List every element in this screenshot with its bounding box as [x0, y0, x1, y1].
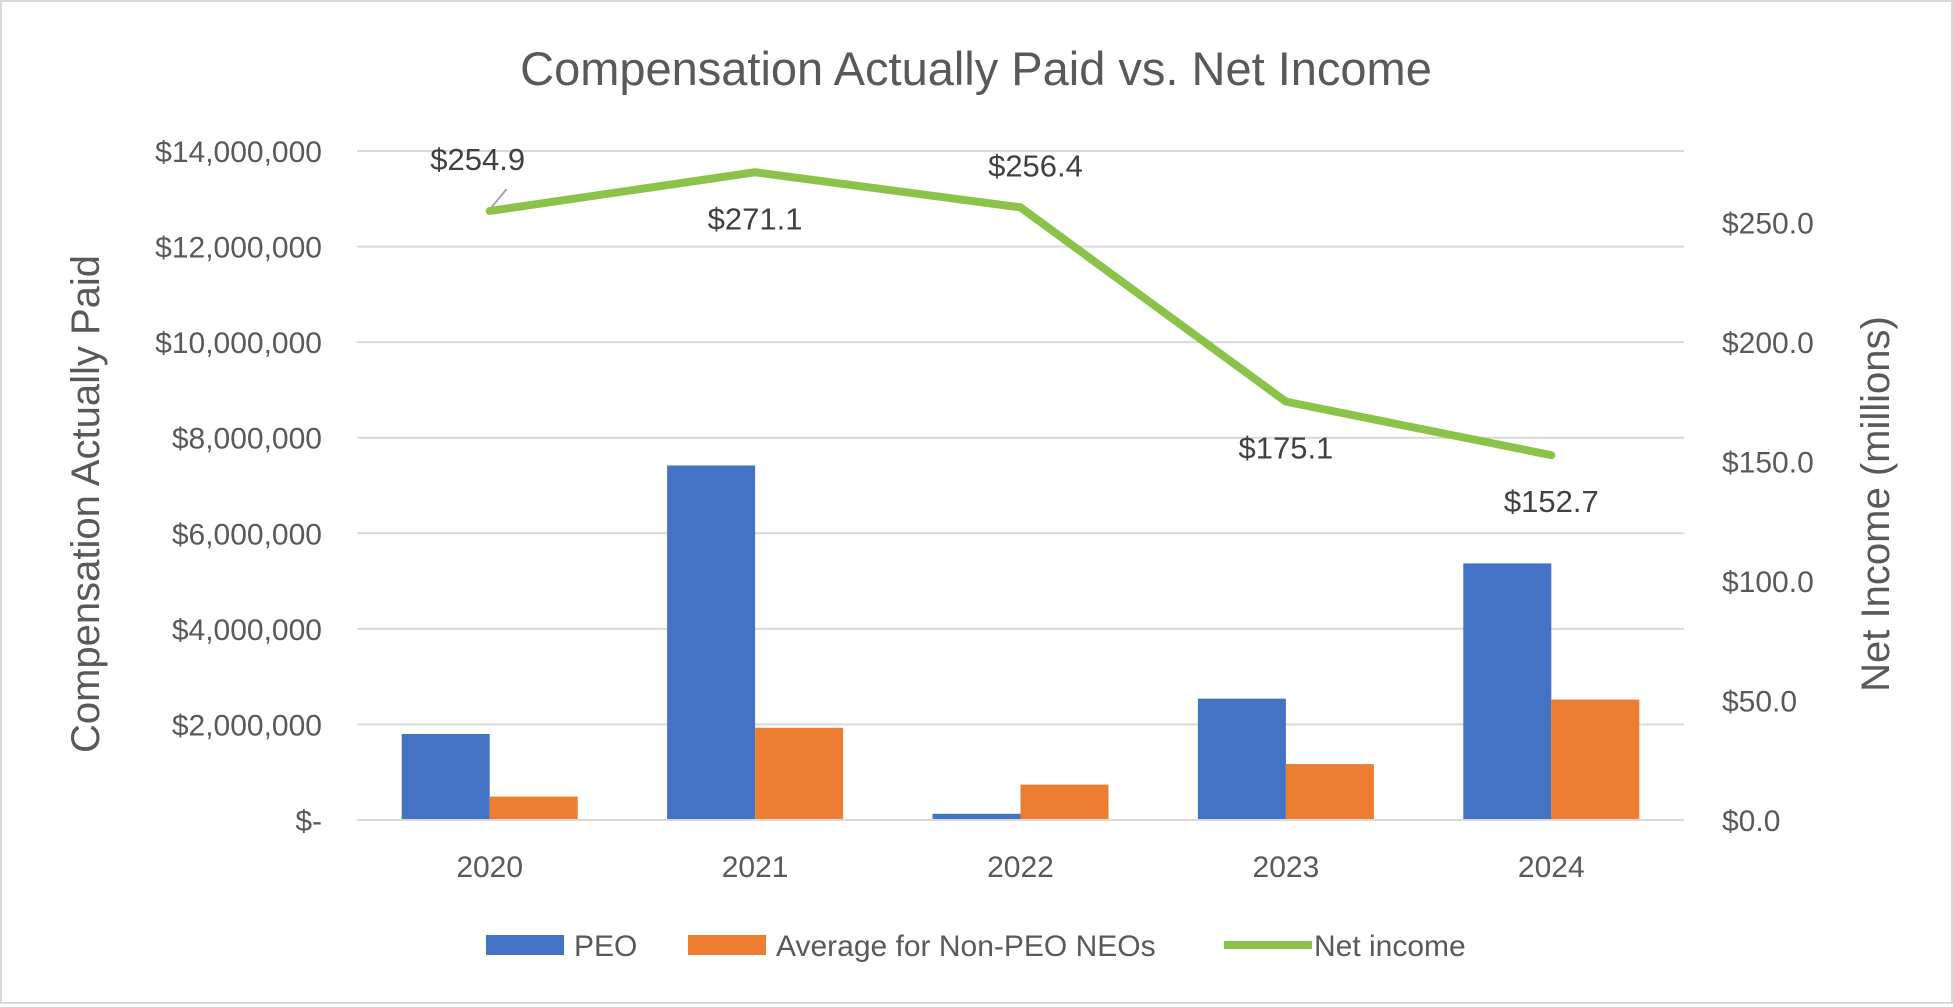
left-tick-label: $10,000,000: [155, 327, 322, 360]
category-labels: 2020 2021 2022 2023 2024: [456, 851, 1584, 884]
right-axis-title: Net Income (millions): [1854, 316, 1898, 692]
net-income-data-label: $152.7: [1504, 484, 1599, 519]
left-axis-ticks: $- $2,000,000 $4,000,000 $6,000,000 $8,000,0…: [155, 136, 322, 838]
right-tick-label: $100.0: [1722, 566, 1814, 599]
legend-item-non-peo-neos: Average for Non-PEO NEOs: [688, 930, 1156, 963]
legend-item-net-income: Net income: [1224, 930, 1466, 963]
right-tick-label: $150.0: [1722, 447, 1814, 480]
category-label: 2021: [722, 851, 789, 884]
bar-peo: [667, 465, 756, 820]
legend-label: Net income: [1314, 930, 1466, 963]
right-tick-label: $250.0: [1722, 208, 1814, 241]
bar-non-peo-neo: [1551, 699, 1640, 820]
right-tick-label: $0.0: [1722, 805, 1780, 838]
right-axis-ticks: $0.0 $50.0 $100.0 $150.0 $200.0 $250.0: [1722, 208, 1814, 838]
bar-non-peo-neo: [755, 727, 844, 820]
left-tick-label: $6,000,000: [172, 518, 322, 551]
bar-peo: [1197, 698, 1286, 820]
legend-swatch: [688, 935, 766, 955]
left-tick-label: $-: [295, 805, 322, 838]
left-tick-label: $14,000,000: [155, 136, 322, 169]
net-income-data-label: $256.4: [988, 148, 1083, 183]
legend-label: PEO: [574, 930, 637, 963]
left-tick-label: $8,000,000: [172, 423, 322, 456]
left-tick-label: $4,000,000: [172, 614, 322, 647]
right-tick-label: $200.0: [1722, 327, 1814, 360]
bar-peo: [932, 813, 1021, 820]
legend: PEO Average for Non-PEO NEOs Net income: [486, 930, 1466, 963]
bar-non-peo-neo: [1285, 764, 1374, 820]
bar-peo: [401, 733, 490, 820]
bar-non-peo-neo: [1020, 784, 1109, 820]
gridlines: [357, 150, 1684, 726]
category-label: 2020: [456, 851, 523, 884]
leader-line: [490, 188, 508, 208]
category-label: 2024: [1518, 851, 1585, 884]
right-tick-label: $50.0: [1722, 686, 1797, 719]
legend-label: Average for Non-PEO NEOs: [776, 930, 1156, 963]
bar-non-peo-neo: [489, 796, 578, 820]
net-income-line-layer: [485, 168, 1556, 460]
bar-peo: [1463, 563, 1552, 820]
net-income-line: [485, 168, 1556, 460]
left-tick-label: $2,000,000: [172, 709, 322, 742]
left-tick-label: $12,000,000: [155, 232, 322, 265]
left-axis-title: Compensation Actually Paid: [64, 255, 108, 753]
net-income-data-label: $271.1: [708, 201, 803, 236]
net-income-data-label: $254.9: [430, 142, 525, 177]
bars: [401, 465, 1640, 820]
legend-item-peo: PEO: [486, 930, 637, 963]
chart-title: Compensation Actually Paid vs. Net Incom…: [520, 42, 1432, 95]
legend-swatch: [486, 935, 564, 955]
category-label: 2023: [1253, 851, 1320, 884]
data-labels: $254.9 $271.1 $256.4 $175.1 $152.7: [430, 142, 1598, 519]
category-label: 2022: [987, 851, 1054, 884]
net-income-data-label: $175.1: [1238, 431, 1333, 466]
